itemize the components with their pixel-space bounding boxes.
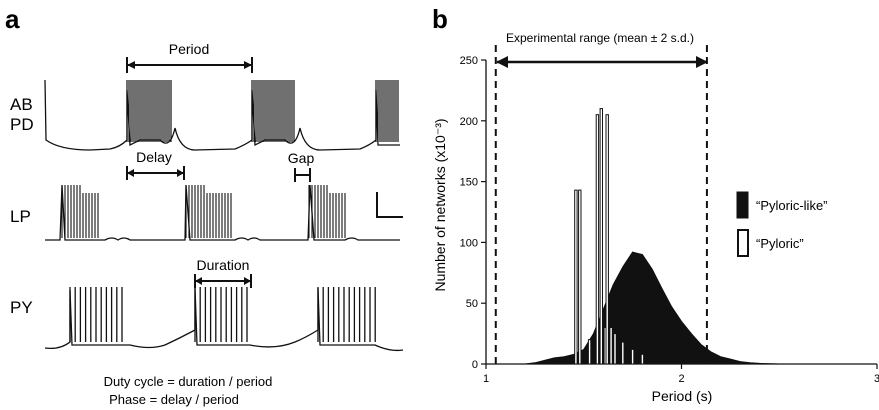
trace-py xyxy=(44,287,404,352)
trace-lp-spikes xyxy=(61,185,346,238)
bar-pyloric xyxy=(609,327,613,365)
legend-swatch-pyloric-like xyxy=(736,191,749,219)
trace-ab-pd xyxy=(44,79,400,151)
y-tick-label: 50 xyxy=(466,298,478,310)
gap-annotation: Gap xyxy=(288,150,315,182)
range-arrow xyxy=(496,56,708,68)
y-tick-label: 200 xyxy=(460,116,478,128)
trace-label-ab: AB xyxy=(10,95,33,114)
bar-pyloric xyxy=(599,108,603,365)
x-tick-label: 1 xyxy=(483,373,489,385)
bar-pyloric xyxy=(630,348,635,365)
period-label: Period xyxy=(169,41,209,57)
y-axis-label: Number of networks (x10⁻³) xyxy=(432,118,448,291)
bar-pyloric xyxy=(587,339,592,365)
bar-pyloric xyxy=(578,189,582,365)
bar-pyloric xyxy=(613,333,617,365)
histogram-plot: 0 50 100 150 200 250 1 2 3 xyxy=(460,45,879,385)
bar-pyloric xyxy=(605,114,609,365)
series-pyloric-like-area xyxy=(495,251,780,365)
x-tick-label: 2 xyxy=(678,373,684,385)
bar-pyloric xyxy=(574,189,578,365)
delay-label: Delay xyxy=(136,149,172,165)
panel-b-label: b xyxy=(432,4,448,34)
phase-formula: Phase = delay / period xyxy=(109,392,239,407)
trace-ab-pd-spikes xyxy=(126,80,399,142)
legend-label-pyloric: “Pyloric” xyxy=(756,236,804,251)
panel-a-label: a xyxy=(5,4,20,34)
y-tick-label: 250 xyxy=(460,55,478,67)
trace-label-py: PY xyxy=(10,298,33,317)
voltage-traces xyxy=(44,79,404,352)
bar-pyloric xyxy=(621,341,625,365)
bar-pyloric xyxy=(640,353,645,365)
range-label: Experimental range (mean ± 2 s.d.) xyxy=(506,31,694,45)
y-tick-label: 100 xyxy=(460,237,478,249)
bar-pyloric xyxy=(595,114,600,365)
legend: “Pyloric-like” “Pyloric” xyxy=(736,191,828,257)
legend-swatch-pyloric xyxy=(737,229,749,257)
trace-label-pd: PD xyxy=(10,115,34,134)
trace-py-spikes xyxy=(69,287,376,342)
trace-lp xyxy=(45,184,400,241)
y-tick-label: 150 xyxy=(460,177,478,189)
delay-annotation: Delay xyxy=(126,149,185,180)
duration-label: Duration xyxy=(197,257,250,273)
gap-label: Gap xyxy=(288,150,315,166)
y-tick-label: 0 xyxy=(472,359,478,371)
period-annotation: Period xyxy=(126,41,253,73)
duration-annotation: Duration xyxy=(194,257,252,288)
duty-cycle-formula: Duty cycle = duration / period xyxy=(104,374,273,389)
x-tick-label: 3 xyxy=(874,373,879,385)
x-axis-label: Period (s) xyxy=(652,388,713,404)
scale-bar xyxy=(376,192,403,218)
trace-label-lp: LP xyxy=(10,207,31,226)
legend-label-pyloric-like: “Pyloric-like” xyxy=(756,198,828,213)
